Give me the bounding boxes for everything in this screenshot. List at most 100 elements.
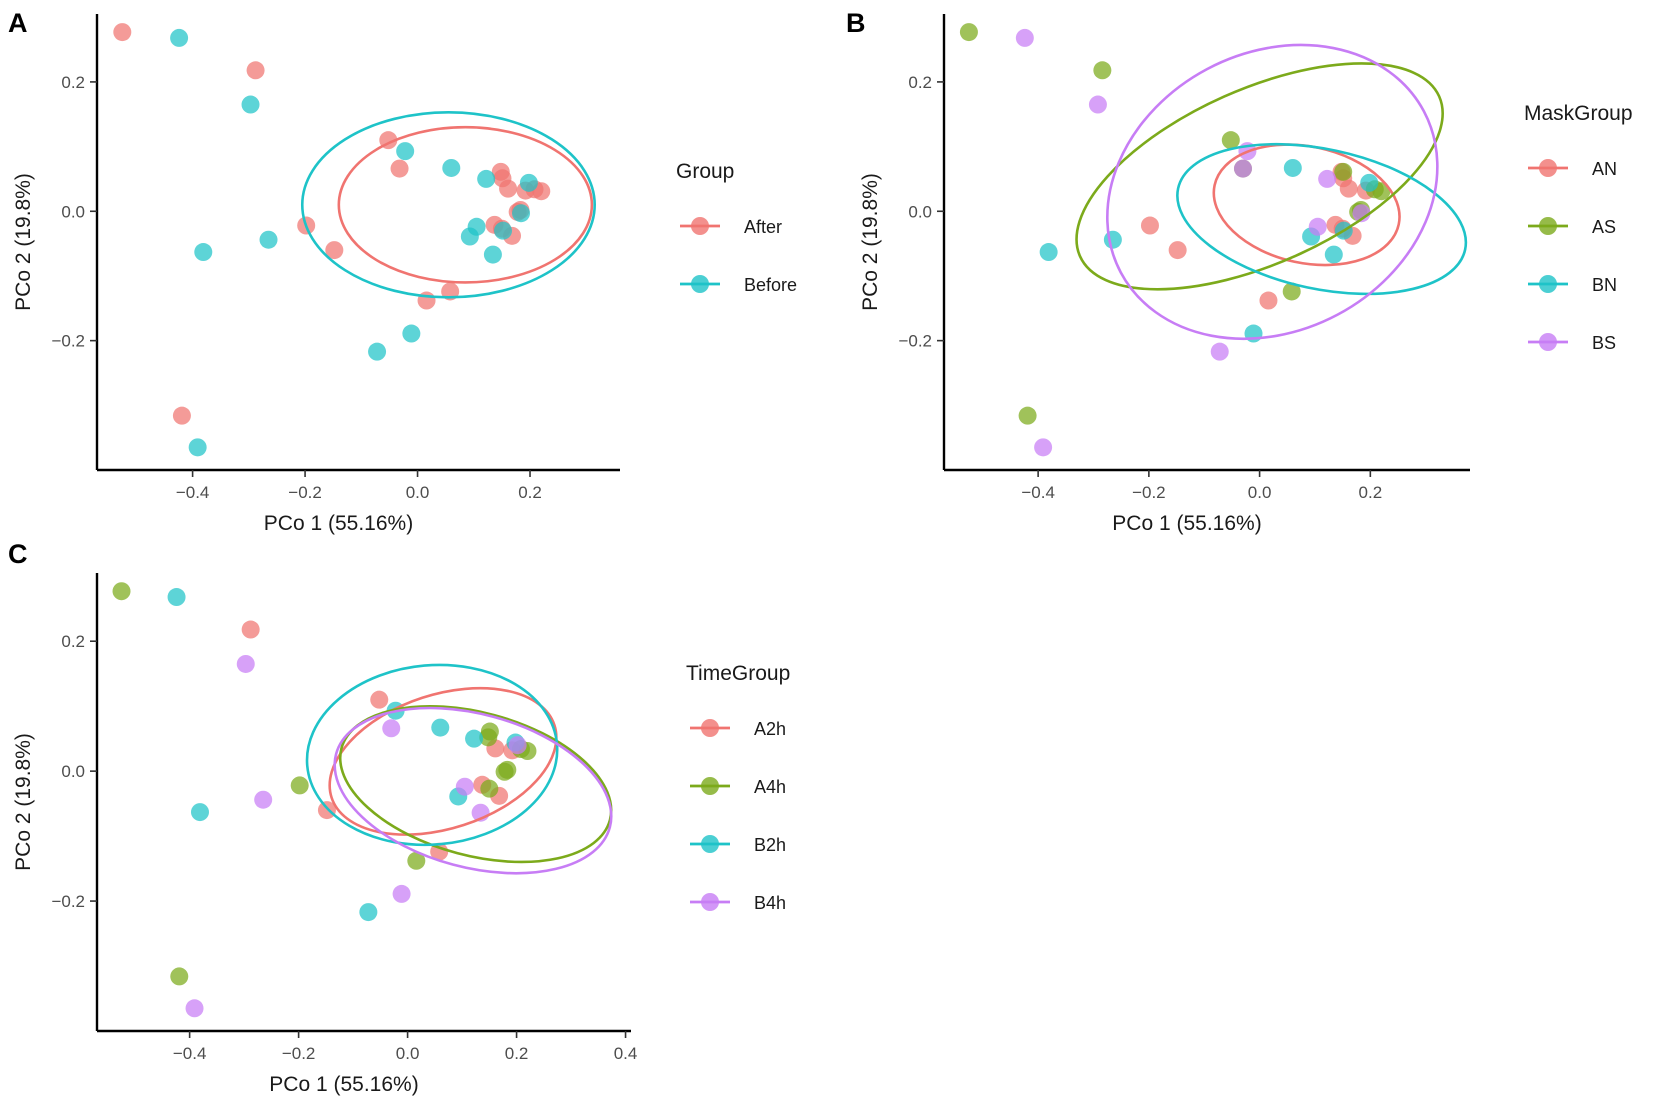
legend-label-a2h: A2h bbox=[754, 719, 786, 739]
point-a4h bbox=[479, 728, 498, 747]
legend-dot-b2h bbox=[701, 835, 719, 853]
y-tick-label: 0.0 bbox=[908, 202, 932, 221]
point-before bbox=[241, 95, 260, 114]
point-a4h bbox=[112, 582, 131, 601]
ellipse-after bbox=[337, 125, 594, 284]
point-before bbox=[170, 28, 189, 47]
point-bs bbox=[1015, 28, 1034, 47]
legend-title: TimeGroup bbox=[686, 662, 790, 685]
legend-label-bn: BN bbox=[1592, 275, 1617, 295]
y-tick-label: −0.2 bbox=[51, 892, 85, 911]
point-before bbox=[519, 173, 538, 192]
panel-b: B −0.4 −0.2 0.0 0.2 −0.2 0.0 0.2 PCo 1 (55.16%) P… bbox=[846, 8, 1633, 535]
point-bs bbox=[1210, 342, 1229, 361]
x-tick-label: 0.2 bbox=[518, 483, 542, 502]
point-a4h bbox=[290, 776, 309, 795]
x-tick-label: −0.2 bbox=[282, 1044, 316, 1063]
x-tick-label: −0.2 bbox=[1132, 483, 1166, 502]
legend-dot-as bbox=[1539, 217, 1557, 235]
point-b2h bbox=[359, 903, 378, 922]
point-an bbox=[1168, 241, 1187, 260]
point-b4h bbox=[508, 736, 527, 755]
point-as bbox=[1221, 131, 1240, 150]
point-bs bbox=[1308, 217, 1327, 236]
point-after bbox=[417, 291, 436, 310]
ellipse-bn bbox=[1176, 142, 1468, 296]
panel-a: A −0.4 −0.2 0.0 0.2 −0.2 0.0 0.2 PCo 1 (55.16%) P… bbox=[8, 8, 797, 535]
legend-dot-a2h bbox=[701, 719, 719, 737]
x-axis-title: PCo 1 (55.16%) bbox=[264, 512, 413, 535]
legend-label-a4h: A4h bbox=[754, 777, 786, 797]
ellipse-a2h bbox=[328, 686, 558, 836]
x-tick-label: 0.0 bbox=[1248, 483, 1272, 502]
point-after bbox=[390, 159, 409, 178]
point-a2h bbox=[370, 690, 389, 709]
ellipse-bs bbox=[1106, 43, 1439, 341]
point-b2h bbox=[465, 729, 484, 748]
point-b2h bbox=[167, 588, 186, 607]
legend-label-b2h: B2h bbox=[754, 835, 786, 855]
legend-dot-before bbox=[691, 275, 709, 293]
point-bn bbox=[1103, 230, 1122, 249]
x-axis-title: PCo 1 (55.16%) bbox=[1112, 512, 1261, 535]
legend-label-as: AS bbox=[1592, 217, 1616, 237]
panel-label: B bbox=[846, 8, 866, 38]
point-bs bbox=[1352, 204, 1371, 223]
point-before bbox=[396, 142, 415, 161]
point-before bbox=[402, 324, 421, 343]
point-bs bbox=[1233, 159, 1252, 178]
point-b4h bbox=[392, 884, 411, 903]
x-tick-label: 0.0 bbox=[406, 483, 430, 502]
point-a2h bbox=[317, 801, 336, 820]
point-before bbox=[194, 243, 213, 262]
point-before bbox=[477, 169, 496, 188]
point-as bbox=[959, 23, 978, 42]
y-tick-label: 0.0 bbox=[61, 202, 85, 221]
x-tick-label: −0.2 bbox=[288, 483, 322, 502]
point-as bbox=[1334, 162, 1353, 181]
ellipse-as bbox=[1075, 62, 1444, 291]
x-tick-label: −0.4 bbox=[1021, 483, 1055, 502]
legend-dot-bn bbox=[1539, 275, 1557, 293]
legend-label-before: Before bbox=[744, 275, 797, 295]
x-tick-label: 0.2 bbox=[1359, 483, 1383, 502]
point-before bbox=[259, 230, 278, 249]
point-an bbox=[1339, 179, 1358, 198]
point-bn bbox=[1283, 158, 1302, 177]
point-b4h bbox=[455, 777, 474, 796]
legend-dot-a4h bbox=[701, 777, 719, 795]
y-axis-title: PCo 2 (19.8%) bbox=[12, 733, 35, 871]
legend-label-an: AN bbox=[1592, 159, 1617, 179]
point-b2h bbox=[190, 803, 209, 822]
point-after bbox=[325, 241, 344, 260]
legend-dot-after bbox=[691, 217, 709, 235]
y-tick-label: 0.2 bbox=[61, 632, 85, 651]
point-b4h bbox=[236, 654, 255, 673]
point-bs bbox=[1034, 438, 1053, 457]
x-tick-label: −0.4 bbox=[173, 1044, 207, 1063]
point-a4h bbox=[495, 762, 514, 781]
point-bs bbox=[1318, 169, 1337, 188]
point-bs bbox=[1088, 95, 1107, 114]
point-an bbox=[1259, 291, 1278, 310]
point-before bbox=[512, 204, 531, 223]
y-tick-label: 0.2 bbox=[61, 73, 85, 92]
point-b4h bbox=[254, 790, 273, 809]
point-a4h bbox=[170, 967, 189, 986]
y-axis-title: PCo 2 (19.8%) bbox=[12, 173, 35, 311]
point-bn bbox=[1324, 245, 1343, 264]
x-tick-label: 0.0 bbox=[396, 1044, 420, 1063]
y-tick-label: 0.0 bbox=[61, 762, 85, 781]
panel-c: C −0.4 −0.2 0.0 0.2 0.4 −0.2 0.0 0.2 PCo 1 (55.16… bbox=[8, 539, 790, 1096]
point-bn bbox=[1039, 243, 1058, 262]
point-before bbox=[460, 227, 479, 246]
point-b4h bbox=[382, 719, 401, 738]
point-after bbox=[113, 23, 132, 42]
legend-label-b4h: B4h bbox=[754, 893, 786, 913]
point-bn bbox=[1360, 173, 1379, 192]
ellipse-b4h bbox=[333, 706, 613, 875]
point-after bbox=[499, 179, 518, 198]
y-tick-label: −0.2 bbox=[898, 332, 932, 351]
y-tick-label: 0.2 bbox=[908, 73, 932, 92]
